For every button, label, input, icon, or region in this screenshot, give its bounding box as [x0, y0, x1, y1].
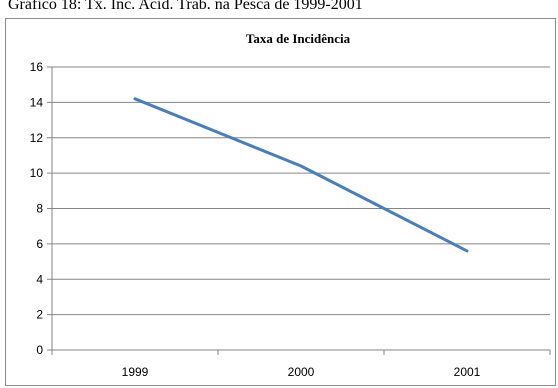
- chart-title: Taxa de Incidência: [246, 31, 351, 46]
- y-tick-label: 0: [36, 343, 43, 357]
- y-tick-label: 2: [36, 308, 43, 322]
- gridlines: [52, 66, 550, 316]
- y-tick-label: 12: [30, 131, 44, 145]
- y-tick-label: 16: [30, 60, 44, 74]
- y-tick-label: 10: [30, 166, 44, 180]
- series-lines: [133, 97, 469, 253]
- tick-labels: 0 2 4 6 8 10 12 14 16 1999 2000 2001: [30, 60, 481, 379]
- x-tick-label: 1999: [122, 365, 149, 379]
- y-tick-label: 14: [30, 95, 44, 109]
- y-tick-label: 8: [36, 202, 43, 216]
- x-tick-label: 2000: [288, 365, 315, 379]
- y-tick-label: 4: [36, 272, 43, 286]
- figure-caption: Gráfico 18: Tx. Inc. Acid. Trab. na Pesc…: [8, 0, 363, 13]
- x-tick-label: 2001: [454, 365, 481, 379]
- chart-frame: [5, 18, 556, 386]
- y-tick-label: 6: [36, 237, 43, 251]
- series-line: [133, 97, 469, 253]
- axes: [47, 66, 551, 355]
